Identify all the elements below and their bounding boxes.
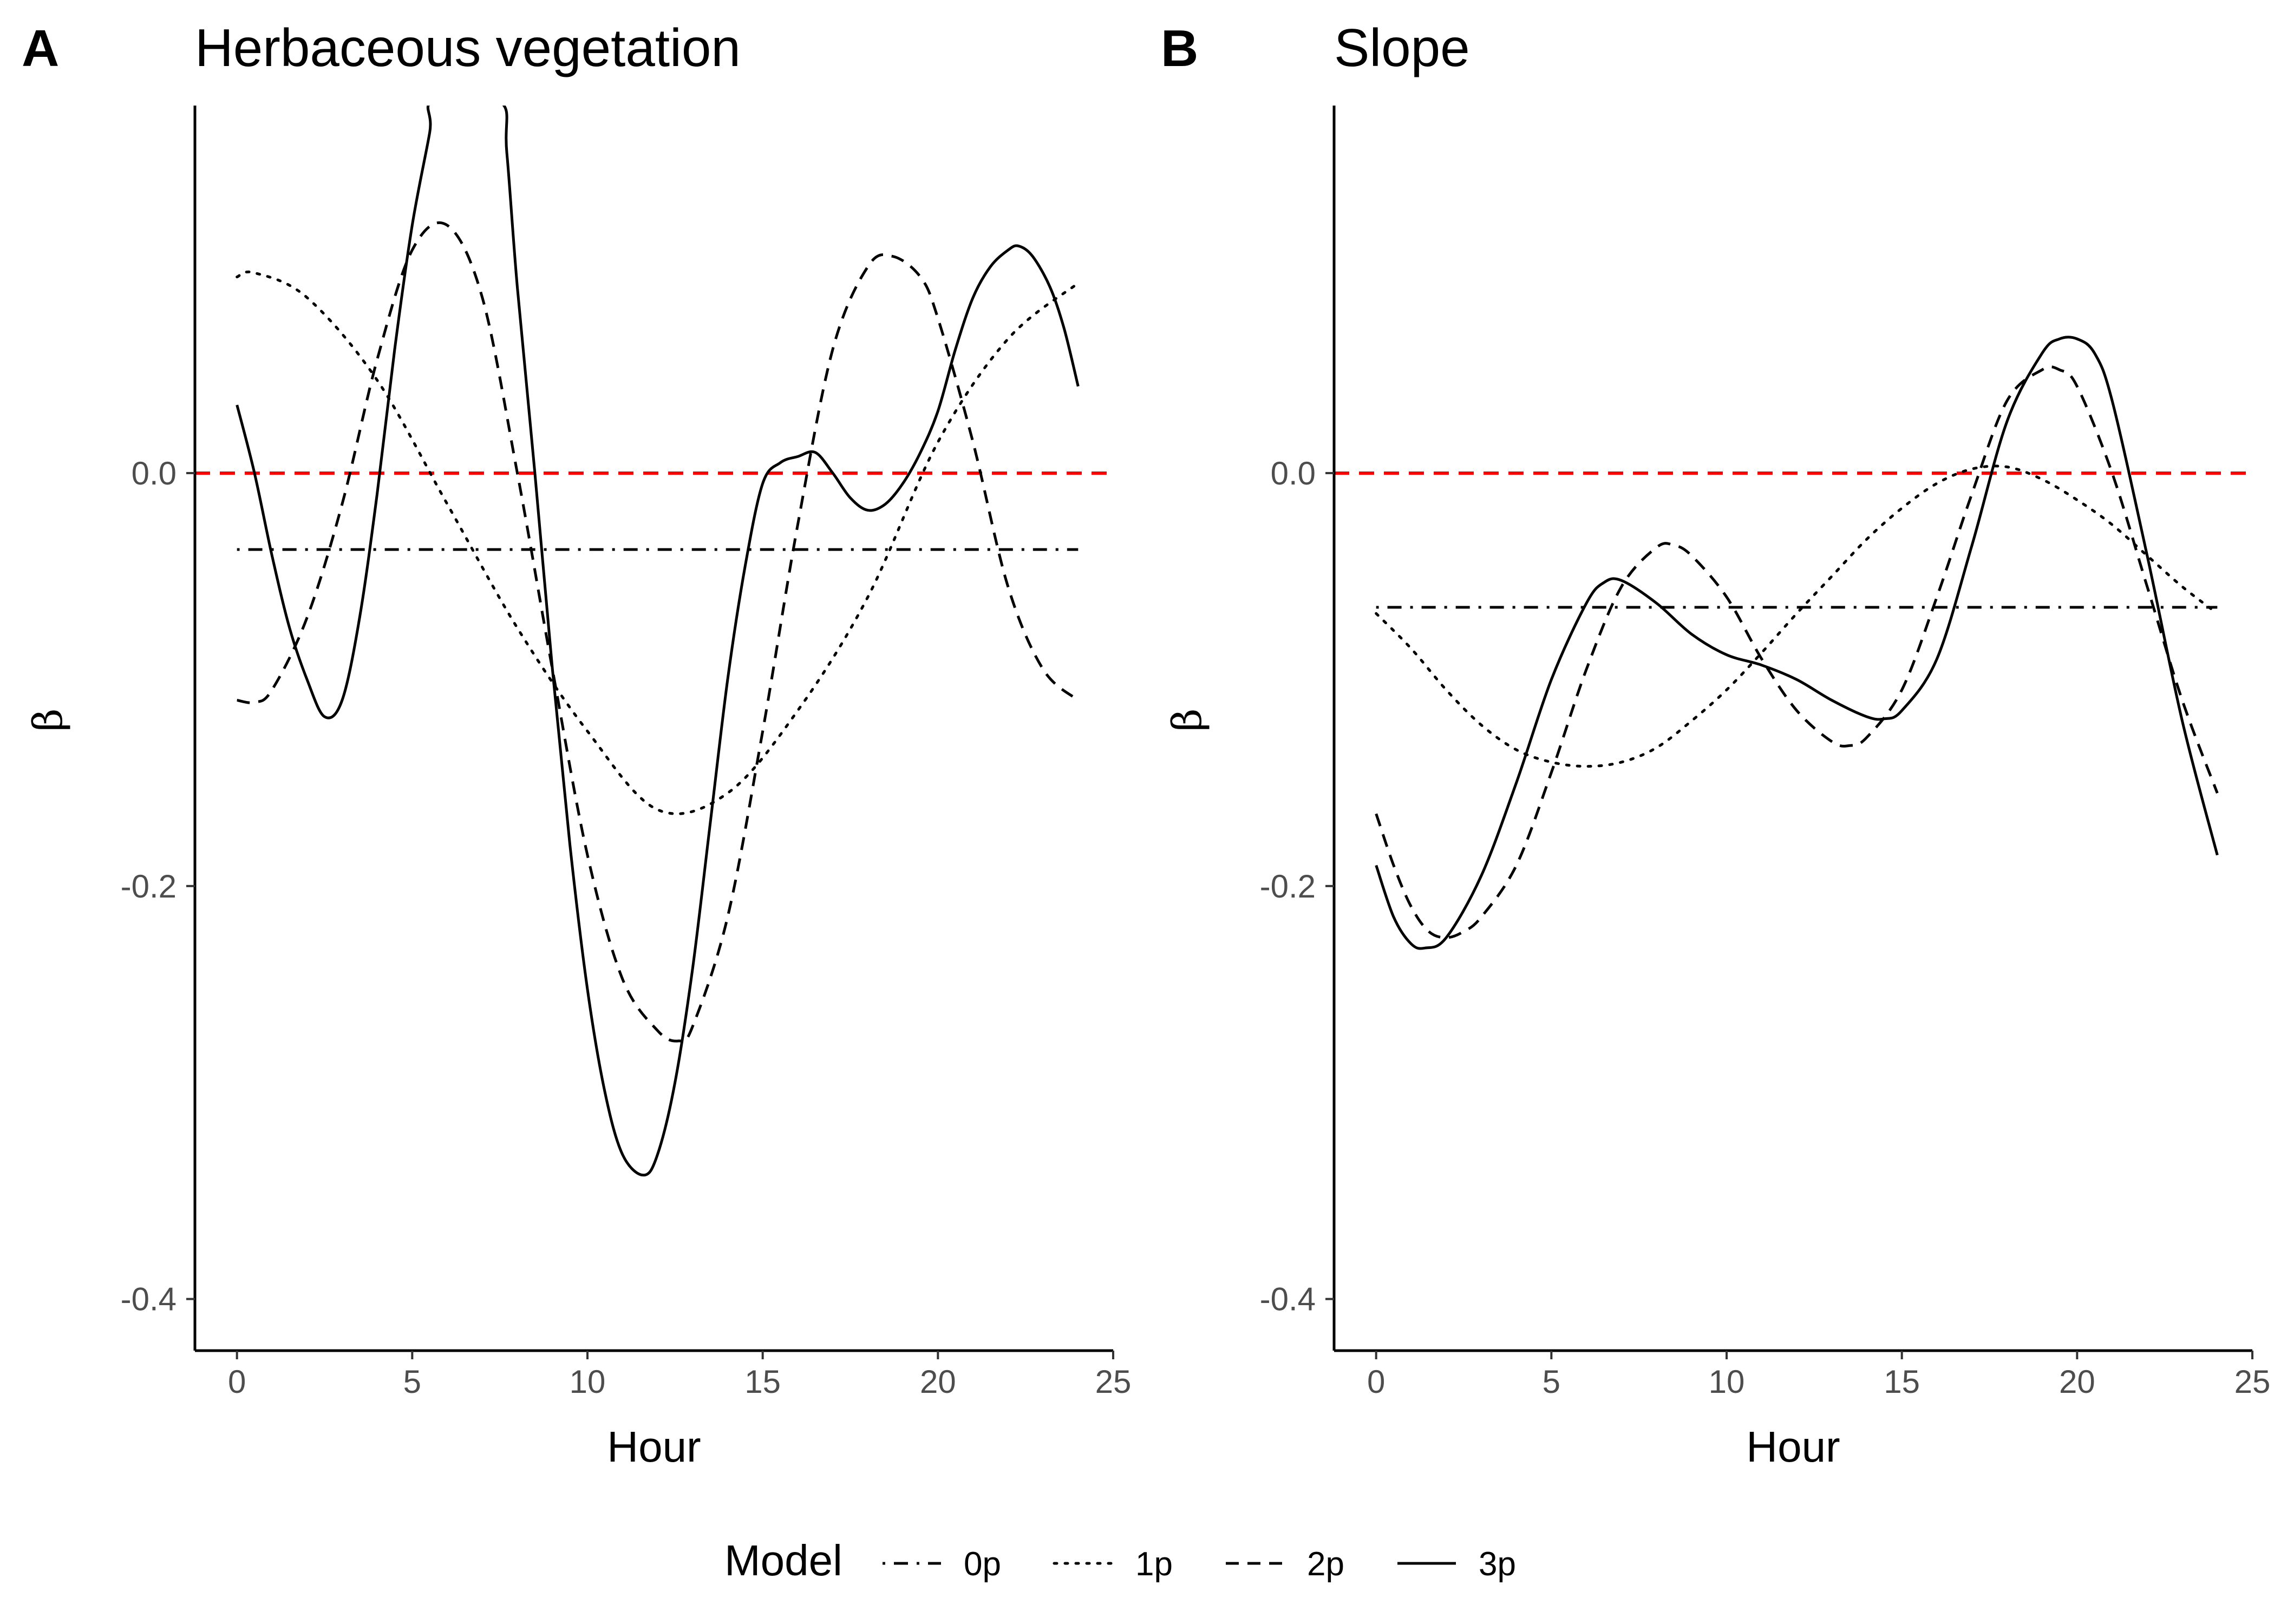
legend-title: Model [724,1536,842,1584]
x-tick-label: 20 [2059,1364,2095,1400]
y-axis-title-a: β [25,709,71,732]
panel-letter-a: A [22,19,59,77]
x-tick-label: 25 [1095,1364,1132,1400]
series-line-2p [1375,365,2219,939]
series-line-3p [1375,336,2219,950]
y-tick-label: -0.4 [1260,1281,1316,1318]
x-tick-label: 10 [570,1364,606,1400]
x-tick-label: 0 [1367,1364,1385,1400]
x-tick-label: 5 [1543,1364,1560,1400]
legend: Model 0p 1p 2p 3p [724,1536,1516,1584]
y-tick-label: -0.2 [121,868,177,905]
x-tick-label: 5 [403,1364,421,1400]
x-tick-label: 15 [744,1364,781,1400]
panel-herbaceous-vegetation: A Herbaceous vegetation 0 5 10 15 20 25 0.0 -0.… [22,18,1131,1471]
x-axis-title-a: Hour [607,1423,701,1471]
y-tick-label: -0.4 [121,1281,177,1318]
y-tick-label: -0.2 [1260,868,1316,905]
y-axis-title-b: β [1164,709,1211,732]
panel-slope: B Slope 0 5 10 15 20 25 0.0 -0.2 -0.4 Hour β [1161,18,2270,1471]
y-tick-label: 0.0 [132,455,177,492]
panel-letter-b: B [1161,19,1198,77]
legend-label-0p: 0p [964,1546,1001,1583]
x-tick-label: 15 [1884,1364,1920,1400]
panel-title-a: Herbaceous vegetation [195,18,741,77]
y-tick-label: 0.0 [1271,455,1316,492]
x-tick-label: 25 [2234,1364,2271,1400]
legend-items: 0p 1p 2p 3p [883,1546,1516,1583]
series-line-3p [236,106,1080,1177]
legend-label-2p: 2p [1307,1546,1344,1583]
plot-area-a: 0 5 10 15 20 25 0.0 -0.2 -0.4 [121,106,1132,1400]
legend-label-3p: 3p [1479,1546,1516,1583]
x-tick-label: 20 [920,1364,956,1400]
panel-title-b: Slope [1334,18,1470,77]
x-axis-title-b: Hour [1746,1423,1840,1471]
series-line-1p [236,270,1080,815]
x-tick-label: 0 [228,1364,246,1400]
legend-label-1p: 1p [1135,1546,1173,1583]
series-line-2p [237,221,1079,1043]
series-line-1p [1375,464,2219,768]
plot-area-b: 0 5 10 15 20 25 0.0 -0.2 -0.4 [1260,106,2271,1400]
x-tick-label: 10 [1709,1364,1745,1400]
